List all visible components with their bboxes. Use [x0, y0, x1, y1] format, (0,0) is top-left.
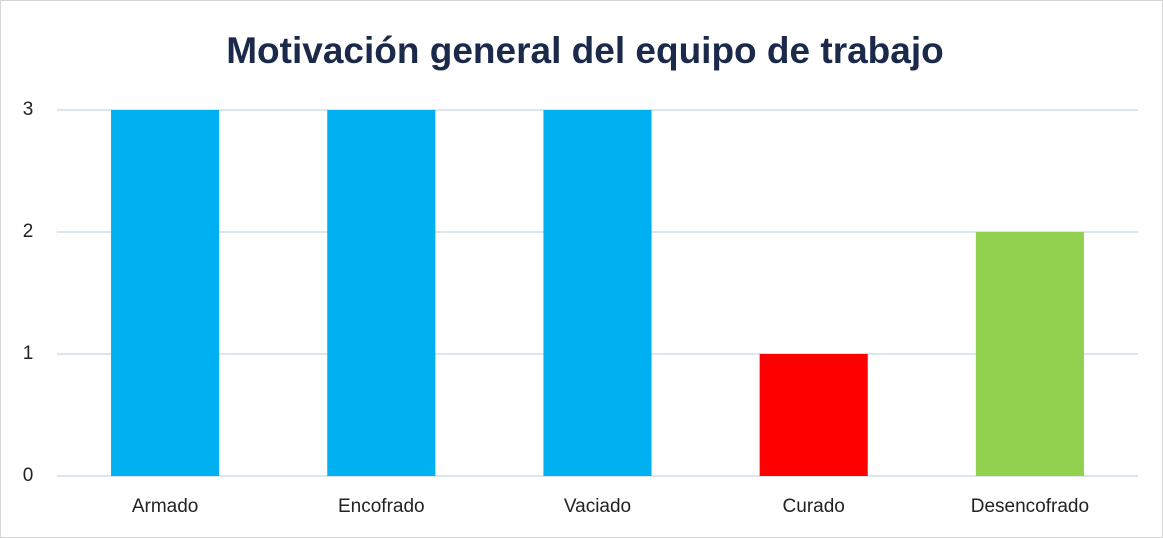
- bar: [543, 110, 652, 476]
- bar: [759, 354, 868, 476]
- x-tick-label: Curado: [783, 496, 845, 517]
- x-tick-label: Encofrado: [338, 496, 425, 517]
- x-tick-label: Vaciado: [564, 496, 631, 517]
- bar: [111, 110, 220, 476]
- y-tick-label: 3: [23, 99, 34, 120]
- y-tick-label: 2: [23, 221, 34, 242]
- chart-title: Motivación general del equipo de trabajo: [226, 30, 944, 71]
- x-tick-label: Desencofrado: [971, 496, 1089, 517]
- y-tick-label: 1: [23, 343, 34, 364]
- bar: [327, 110, 436, 476]
- x-tick-label: Armado: [132, 496, 199, 517]
- y-tick-label: 0: [23, 465, 34, 486]
- bar: [975, 232, 1084, 476]
